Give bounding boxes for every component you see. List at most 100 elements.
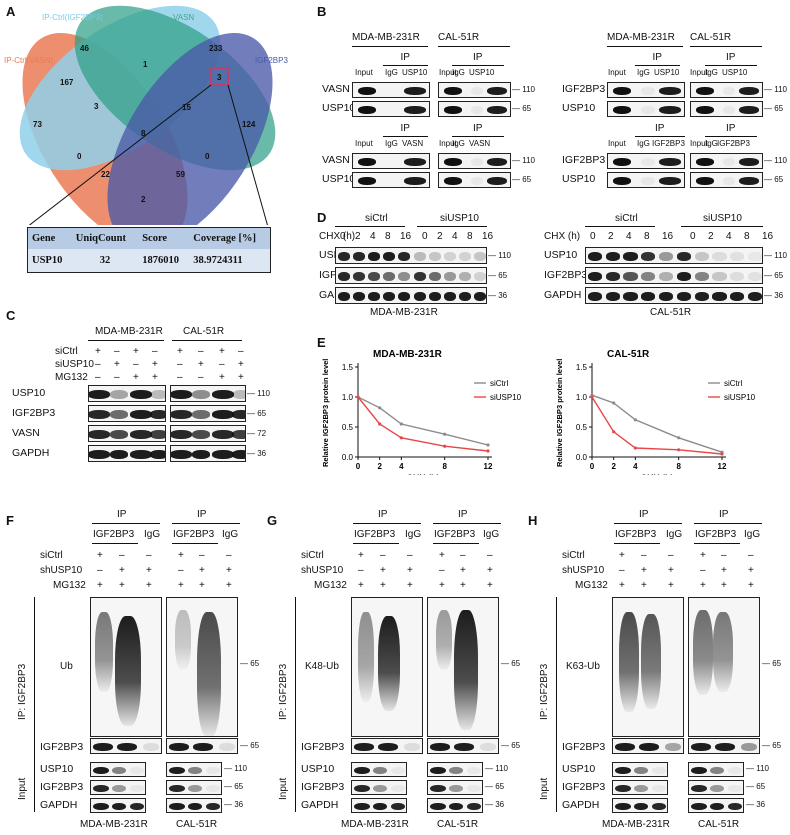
mw-marker: — 65 xyxy=(762,741,782,750)
protein-band xyxy=(728,784,742,793)
blot-strip xyxy=(170,405,246,422)
row-label: IGF2BP3 xyxy=(562,154,606,166)
protein-band xyxy=(404,87,426,95)
sign: + xyxy=(358,550,364,561)
protein-band xyxy=(659,87,681,95)
sign: + xyxy=(721,580,727,591)
protein-band xyxy=(352,252,365,261)
chx-label: CHX (h) xyxy=(544,231,581,242)
sign: + xyxy=(487,565,493,576)
lane-group: IgG xyxy=(483,529,500,540)
cell-line-label: CAL-51R xyxy=(690,32,732,43)
sign: + xyxy=(119,565,125,576)
protein-band xyxy=(428,252,441,261)
protein-band xyxy=(171,410,192,419)
blot-strip xyxy=(612,798,668,813)
cell-line-label: MDA-MB-231R xyxy=(341,819,409,830)
protein-band xyxy=(110,390,128,399)
x-tick-label: 12 xyxy=(484,462,493,471)
mw-marker: — 65 xyxy=(501,741,521,750)
sign: – xyxy=(219,359,225,370)
protein-band xyxy=(471,177,483,185)
protein-band xyxy=(634,784,648,793)
protein-band xyxy=(710,766,724,775)
protein-band xyxy=(454,743,474,751)
protein-band xyxy=(691,784,707,793)
mw-marker: — 36 xyxy=(247,449,267,458)
protein-band xyxy=(641,106,655,114)
protein-band xyxy=(413,272,426,281)
protein-band xyxy=(130,450,152,459)
y-tick-label: 0.0 xyxy=(576,453,588,462)
blot-strip xyxy=(438,101,511,117)
row-label: IGF2BP3 xyxy=(544,269,588,281)
ip-label: IP xyxy=(726,123,736,134)
time-label: 16 xyxy=(662,231,674,242)
mw-marker: — 36 xyxy=(224,800,244,809)
protein-band xyxy=(232,430,245,439)
time-label: 0 xyxy=(590,231,596,242)
protein-band xyxy=(712,292,727,301)
sign: – xyxy=(178,565,184,576)
ubiquitin-smear xyxy=(175,610,191,670)
protein-band xyxy=(710,802,724,811)
blot-strip xyxy=(585,287,763,304)
x-tick-label: 2 xyxy=(611,462,616,471)
mw-marker: — 36 xyxy=(764,291,784,300)
bracket-line xyxy=(172,543,218,544)
venn-set-label-4: IGF2BP3 xyxy=(255,56,288,65)
protein-band xyxy=(641,177,655,185)
table-cell: 32 xyxy=(99,255,111,266)
condition-label: siCtrl xyxy=(562,550,585,561)
sign: + xyxy=(619,550,625,561)
ubiquitin-smear xyxy=(358,612,374,702)
protein-band xyxy=(443,272,457,281)
sign: + xyxy=(238,372,244,383)
sign: + xyxy=(380,565,386,576)
bracket-line xyxy=(353,523,421,524)
sign: + xyxy=(641,580,647,591)
row-label: USP10 xyxy=(562,102,596,114)
protein-band xyxy=(143,743,159,751)
bracket-line xyxy=(353,543,399,544)
panel-g-letter: G xyxy=(267,513,278,528)
protein-band xyxy=(723,87,735,95)
venn-count: 73 xyxy=(33,120,42,129)
mw-marker: — 110 xyxy=(247,389,270,398)
lane-label: USP10 xyxy=(654,68,680,77)
protein-band xyxy=(169,766,185,775)
protein-band xyxy=(696,177,714,185)
row-label: USP10 xyxy=(562,763,596,775)
lane-group: IgG xyxy=(144,529,161,540)
protein-band xyxy=(443,252,457,261)
protein-band xyxy=(641,87,655,95)
sign: + xyxy=(133,346,139,357)
protein-band xyxy=(658,292,674,301)
table-cell: USP10 xyxy=(32,255,63,266)
protein-band xyxy=(474,292,486,301)
condition-label: shUSP10 xyxy=(301,565,344,576)
protein-band xyxy=(130,410,152,419)
protein-band xyxy=(444,106,462,114)
protein-band xyxy=(354,743,374,751)
sign: + xyxy=(114,359,120,370)
protein-band xyxy=(193,743,213,751)
blot-strip xyxy=(170,425,246,442)
protein-band xyxy=(150,410,165,419)
protein-band xyxy=(623,272,638,281)
sign: + xyxy=(407,565,413,576)
sign: – xyxy=(748,550,754,561)
sign: – xyxy=(380,550,386,561)
blot-strip xyxy=(607,82,685,98)
protein-band xyxy=(373,784,387,793)
data-point xyxy=(378,422,382,426)
protein-band xyxy=(676,272,691,281)
legend-label: siCtrl xyxy=(490,379,508,388)
ubiquitin-smear xyxy=(641,614,661,709)
blot-strip xyxy=(335,267,487,284)
data-point xyxy=(633,418,637,422)
protein-band xyxy=(459,272,472,281)
bracket-line xyxy=(635,65,680,66)
row-label: VASN xyxy=(12,427,40,439)
data-point xyxy=(612,430,616,434)
